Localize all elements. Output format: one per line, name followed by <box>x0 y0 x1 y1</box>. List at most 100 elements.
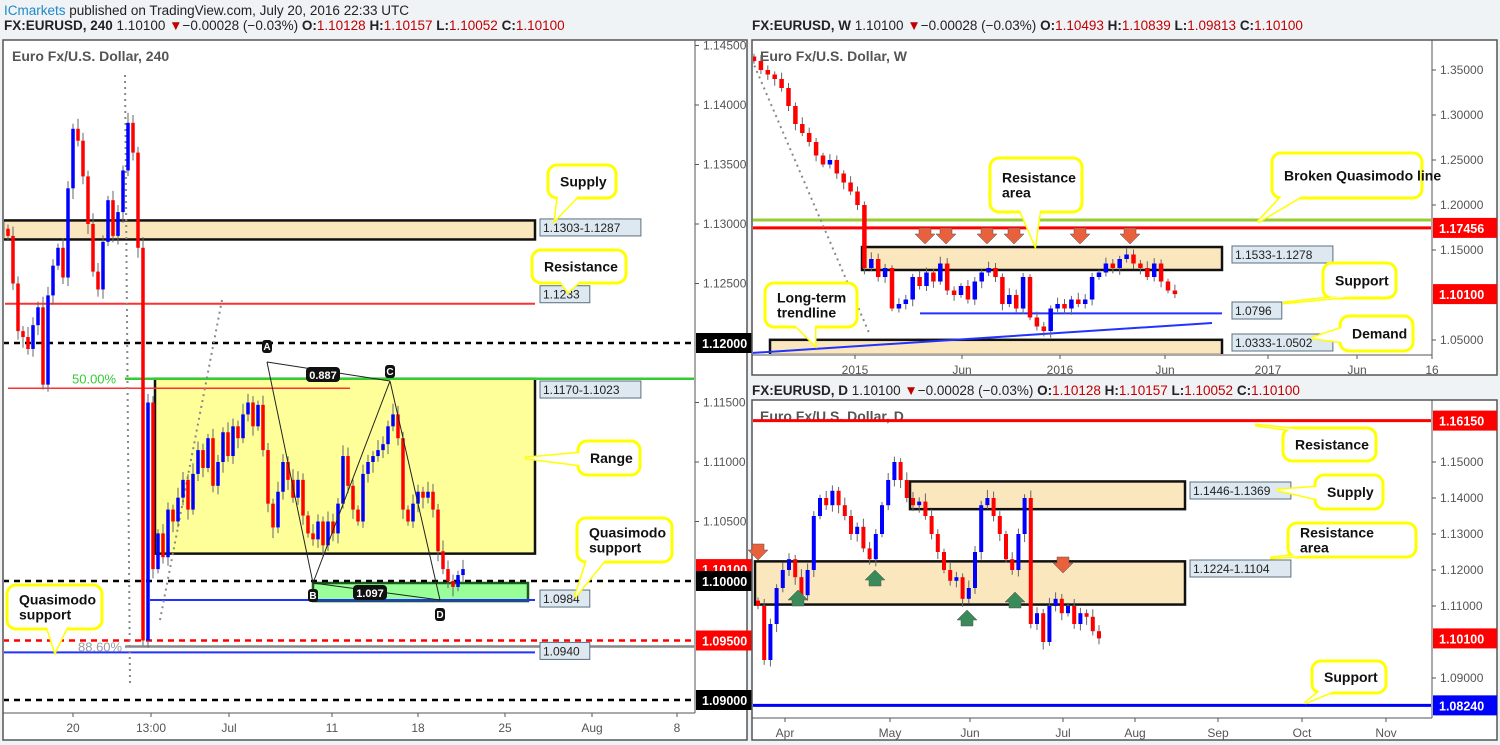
candle-up <box>979 272 984 282</box>
arrow-down-icon <box>1003 227 1025 245</box>
candle-down <box>111 200 115 236</box>
open: 1.10128 <box>1052 383 1101 398</box>
candle-down <box>861 526 866 549</box>
candle-down <box>61 247 65 278</box>
y-tick-label: 1.20000 <box>1440 198 1484 212</box>
candle-up <box>256 404 260 427</box>
candle-down <box>236 426 240 439</box>
callout-tail-fill <box>1312 328 1342 342</box>
candle-up <box>181 479 185 498</box>
candle-up <box>818 498 822 516</box>
x-tick-label: 2015 <box>842 363 869 377</box>
candle-down <box>841 173 846 183</box>
price-label: 1.16150 <box>1439 415 1484 429</box>
value-label-box <box>1231 245 1334 264</box>
candle-down <box>1000 277 1005 304</box>
candle-down <box>799 577 804 596</box>
price-label-bg <box>1433 284 1497 305</box>
callout-text: Supply <box>560 174 607 190</box>
candle-up <box>805 570 810 596</box>
candle-up <box>1016 534 1021 570</box>
arrow-up-icon <box>956 609 978 627</box>
last-price: 1.10100 <box>116 18 166 33</box>
demand-zone <box>768 338 1224 354</box>
callout-tail-fill <box>555 196 578 220</box>
down-triangle-icon: ▼ <box>169 18 183 33</box>
candle-up <box>146 402 150 641</box>
x-tick-label: 2016 <box>1047 363 1074 377</box>
candle-down <box>1110 263 1116 268</box>
candle-down <box>1090 616 1095 632</box>
candle-down <box>762 606 767 660</box>
candle-up <box>1020 277 1026 309</box>
y-tick-label: 1.11500 <box>703 396 746 410</box>
candle-down <box>813 142 819 156</box>
candle-up <box>1007 295 1012 304</box>
candle-up <box>917 501 922 506</box>
high: 1.10839 <box>1121 18 1171 33</box>
harmonic-point-badge <box>435 608 445 621</box>
symbol-info-daily: FX:EURUSD, D 1.10100 ▼−0.00028 (−0.03%) … <box>752 383 1300 398</box>
price-label: 1.09500 <box>702 635 747 649</box>
callout-text: trendline <box>777 305 836 321</box>
harmonic-ratio-badge <box>306 367 340 382</box>
candle-up <box>954 577 959 581</box>
candle-up <box>869 259 874 268</box>
candle-down <box>1084 613 1089 617</box>
candle-down <box>965 286 971 300</box>
candle-down <box>1028 498 1033 624</box>
last-price: 1.10100 <box>854 18 904 33</box>
candle-down <box>1138 263 1143 268</box>
candle-up <box>121 170 125 213</box>
arrow-down-icon <box>976 227 998 245</box>
candle-down <box>1158 263 1164 282</box>
harmonic-point-badge <box>385 365 395 378</box>
candle-down <box>406 509 410 522</box>
y-tick-label: 1.10500 <box>703 515 747 529</box>
candle-down <box>226 432 230 457</box>
candle-down <box>800 124 805 133</box>
candle-down <box>271 503 275 528</box>
candle-up <box>774 588 779 624</box>
candle-up <box>1089 277 1095 300</box>
last-price: 1.10100 <box>851 383 901 398</box>
price-label: 1.09000 <box>702 694 747 708</box>
x-tick-label: Nov <box>1375 726 1396 740</box>
candle-down <box>1072 606 1077 624</box>
candle-up <box>191 473 195 510</box>
plot-area <box>753 53 1431 354</box>
candle-up <box>381 444 385 451</box>
x-tick-label: 20 <box>66 721 80 735</box>
arrow-down-icon <box>914 227 936 245</box>
price-label-bg <box>1433 410 1497 431</box>
harmonic-point-badge <box>308 589 318 602</box>
candle-down <box>786 88 791 106</box>
callout-tail-fill <box>1270 555 1318 558</box>
publisher-link[interactable]: ICmarkets <box>4 3 66 18</box>
support-callout: Support <box>1282 261 1398 305</box>
callout-tail-fill <box>47 627 67 652</box>
candle-down <box>820 155 826 165</box>
x-tick-label: 18 <box>411 721 425 735</box>
candle-down <box>1062 304 1067 309</box>
candle-down <box>772 74 777 79</box>
y-tick-label: 1.13500 <box>703 158 747 172</box>
candle-down <box>942 552 946 570</box>
candle-up <box>216 462 220 486</box>
callout-tail-fill <box>1258 196 1302 222</box>
y-tick-label: 1.05000 <box>1440 333 1484 347</box>
candle-up <box>31 325 35 349</box>
candle-down <box>396 414 400 439</box>
callout-box <box>530 248 628 285</box>
candle-up <box>972 281 978 300</box>
y-tick-label: 1.12500 <box>703 277 747 291</box>
arrow-down-icon <box>747 543 769 561</box>
candle-down <box>929 516 934 534</box>
price-label: 1.10000 <box>702 575 747 589</box>
value-label: 1.1233 <box>543 288 580 302</box>
callout-tail-fill <box>1255 425 1303 430</box>
candle-up <box>880 505 884 534</box>
candle-down <box>944 263 950 291</box>
candle-up <box>1124 254 1129 259</box>
